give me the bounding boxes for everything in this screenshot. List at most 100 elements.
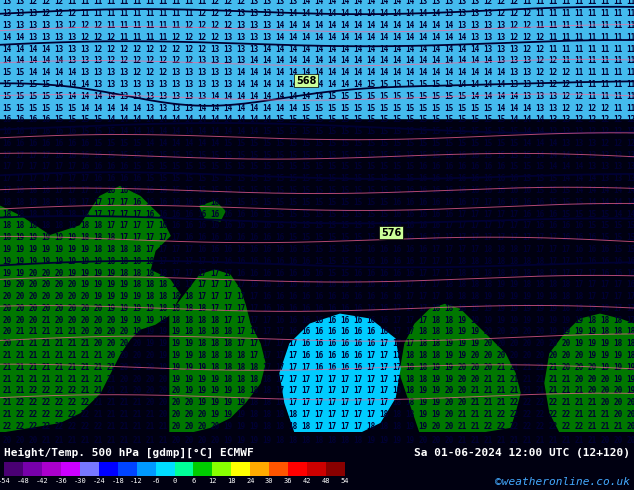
Text: 18: 18 bbox=[613, 327, 623, 337]
Text: 13: 13 bbox=[496, 56, 506, 65]
Text: 16: 16 bbox=[366, 292, 375, 301]
Text: 21: 21 bbox=[509, 363, 519, 372]
Text: 20: 20 bbox=[548, 351, 558, 360]
Text: 16: 16 bbox=[496, 174, 506, 183]
Text: 16: 16 bbox=[133, 174, 141, 183]
Text: 15: 15 bbox=[353, 115, 363, 124]
Text: 20: 20 bbox=[626, 422, 634, 431]
Text: 20: 20 bbox=[535, 351, 545, 360]
Text: 15: 15 bbox=[405, 92, 415, 101]
Text: 14: 14 bbox=[275, 80, 285, 89]
Text: 11: 11 bbox=[587, 45, 597, 53]
Text: 15: 15 bbox=[67, 103, 77, 113]
Text: 15: 15 bbox=[405, 103, 415, 113]
Text: 18: 18 bbox=[470, 269, 480, 277]
Text: 14: 14 bbox=[327, 9, 337, 18]
Text: 19: 19 bbox=[158, 339, 167, 348]
Text: 17: 17 bbox=[366, 410, 375, 419]
Text: 13: 13 bbox=[249, 9, 259, 18]
Text: 11: 11 bbox=[613, 33, 623, 42]
Text: 18: 18 bbox=[119, 257, 129, 266]
Text: 15: 15 bbox=[444, 139, 453, 148]
Text: 14: 14 bbox=[3, 33, 11, 42]
Text: 21: 21 bbox=[548, 375, 558, 384]
Text: 18: 18 bbox=[353, 436, 363, 444]
Text: 16: 16 bbox=[171, 198, 181, 207]
Text: 16: 16 bbox=[431, 221, 441, 230]
Text: 17: 17 bbox=[41, 174, 51, 183]
Text: 20: 20 bbox=[444, 387, 453, 395]
Text: 21: 21 bbox=[548, 363, 558, 372]
Text: 11: 11 bbox=[145, 21, 155, 30]
Text: 20: 20 bbox=[574, 375, 584, 384]
Text: 21: 21 bbox=[55, 363, 63, 372]
Text: 16: 16 bbox=[340, 351, 349, 360]
Text: 13: 13 bbox=[470, 33, 480, 42]
Text: 15: 15 bbox=[171, 186, 181, 195]
Text: 12: 12 bbox=[574, 115, 584, 124]
Text: 14: 14 bbox=[249, 80, 259, 89]
Text: 19: 19 bbox=[470, 316, 480, 325]
Text: 18: 18 bbox=[119, 269, 129, 277]
Text: 16: 16 bbox=[184, 233, 193, 242]
Text: 13: 13 bbox=[145, 92, 155, 101]
Text: 15: 15 bbox=[314, 233, 323, 242]
Text: 19: 19 bbox=[15, 245, 25, 254]
Text: 11: 11 bbox=[107, 9, 115, 18]
Text: 18: 18 bbox=[444, 316, 453, 325]
Text: 11: 11 bbox=[613, 56, 623, 65]
Text: 16: 16 bbox=[405, 269, 415, 277]
Text: 15: 15 bbox=[184, 174, 193, 183]
Text: 16: 16 bbox=[236, 221, 245, 230]
Text: 21: 21 bbox=[522, 363, 532, 372]
Text: 19: 19 bbox=[171, 351, 181, 360]
Text: 14: 14 bbox=[444, 21, 453, 30]
Text: 18: 18 bbox=[223, 327, 233, 337]
Text: 13: 13 bbox=[548, 103, 558, 113]
Text: 21: 21 bbox=[29, 351, 37, 360]
Text: 16: 16 bbox=[444, 198, 453, 207]
Text: 14: 14 bbox=[327, 80, 337, 89]
Text: 20: 20 bbox=[55, 316, 63, 325]
Text: 17: 17 bbox=[392, 316, 401, 325]
Text: 17: 17 bbox=[184, 257, 193, 266]
Text: 14: 14 bbox=[392, 33, 401, 42]
Text: 14: 14 bbox=[197, 103, 207, 113]
Text: 16: 16 bbox=[288, 245, 297, 254]
Text: 13: 13 bbox=[67, 45, 77, 53]
Text: 19: 19 bbox=[535, 292, 545, 301]
Text: 16: 16 bbox=[327, 316, 337, 325]
Text: 16: 16 bbox=[327, 304, 337, 313]
Text: 17: 17 bbox=[171, 269, 181, 277]
Text: 17: 17 bbox=[483, 233, 493, 242]
Text: 14: 14 bbox=[470, 92, 480, 101]
Text: 21: 21 bbox=[574, 398, 584, 407]
Text: 15: 15 bbox=[366, 80, 375, 89]
Text: 15: 15 bbox=[327, 163, 337, 172]
Text: 17: 17 bbox=[600, 280, 610, 290]
Text: 17: 17 bbox=[327, 375, 337, 384]
Text: 13: 13 bbox=[444, 0, 453, 6]
Text: 20: 20 bbox=[81, 304, 89, 313]
Text: 18: 18 bbox=[457, 257, 467, 266]
Text: 13: 13 bbox=[223, 80, 233, 89]
Text: 14: 14 bbox=[184, 127, 193, 136]
Text: 15: 15 bbox=[210, 163, 219, 172]
Text: 13: 13 bbox=[483, 33, 493, 42]
Text: 12: 12 bbox=[587, 127, 597, 136]
Text: 18: 18 bbox=[145, 257, 155, 266]
Text: 21: 21 bbox=[93, 375, 103, 384]
Text: 21: 21 bbox=[522, 436, 532, 444]
Text: 19: 19 bbox=[262, 436, 271, 444]
Text: 18: 18 bbox=[3, 221, 11, 230]
Text: 15: 15 bbox=[314, 115, 323, 124]
Text: 18: 18 bbox=[405, 410, 415, 419]
Text: 17: 17 bbox=[301, 410, 311, 419]
Text: 21: 21 bbox=[535, 387, 545, 395]
Text: 11: 11 bbox=[561, 33, 571, 42]
Text: 19: 19 bbox=[431, 363, 441, 372]
Text: 15: 15 bbox=[262, 163, 271, 172]
Text: 18: 18 bbox=[392, 387, 401, 395]
Text: 15: 15 bbox=[314, 163, 323, 172]
Text: 16: 16 bbox=[55, 127, 63, 136]
